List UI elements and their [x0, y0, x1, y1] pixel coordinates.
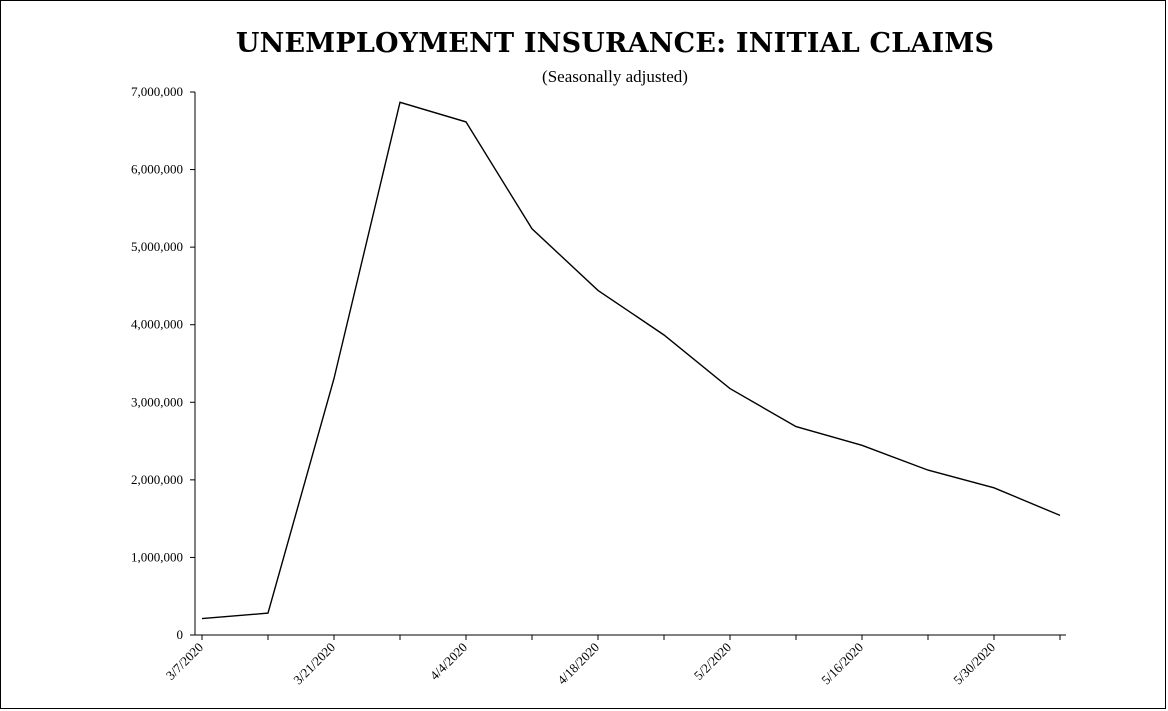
- y-tick-label: 1,000,000: [131, 549, 183, 564]
- y-tick-label: 5,000,000: [131, 239, 183, 254]
- x-tick-label: 4/4/2020: [427, 640, 470, 683]
- y-tick-label: 2,000,000: [131, 472, 183, 487]
- y-tick-label: 6,000,000: [131, 162, 183, 177]
- x-tick-label: 4/18/2020: [554, 640, 602, 688]
- x-tick-label: 5/16/2020: [818, 640, 866, 688]
- x-tick-label: 3/7/2020: [163, 640, 206, 683]
- y-tick-label: 7,000,000: [131, 84, 183, 99]
- y-axis: 0 1,000,000 2,000,000 3,000,000 4,000,000 5,0…: [131, 84, 196, 642]
- series-line: [201, 101, 1061, 620]
- chart-subtitle: (Seasonally adjusted): [542, 67, 688, 86]
- chart-title: UNEMPLOYMENT INSURANCE: INITIAL CLAIMS: [235, 28, 995, 59]
- x-tick-label: 5/2/2020: [691, 640, 734, 683]
- y-tick-label: 0: [177, 627, 184, 642]
- x-tick-label: 5/30/2020: [950, 640, 998, 688]
- y-tick-label: 4,000,000: [131, 317, 183, 332]
- x-axis: 3/7/2020 3/21/2020 4/4/2020 4/18/2020 5/2/20…: [163, 634, 1066, 688]
- x-tick-label: 3/21/2020: [290, 640, 338, 688]
- series-layer: [201, 101, 1061, 620]
- y-tick-label: 3,000,000: [131, 394, 183, 409]
